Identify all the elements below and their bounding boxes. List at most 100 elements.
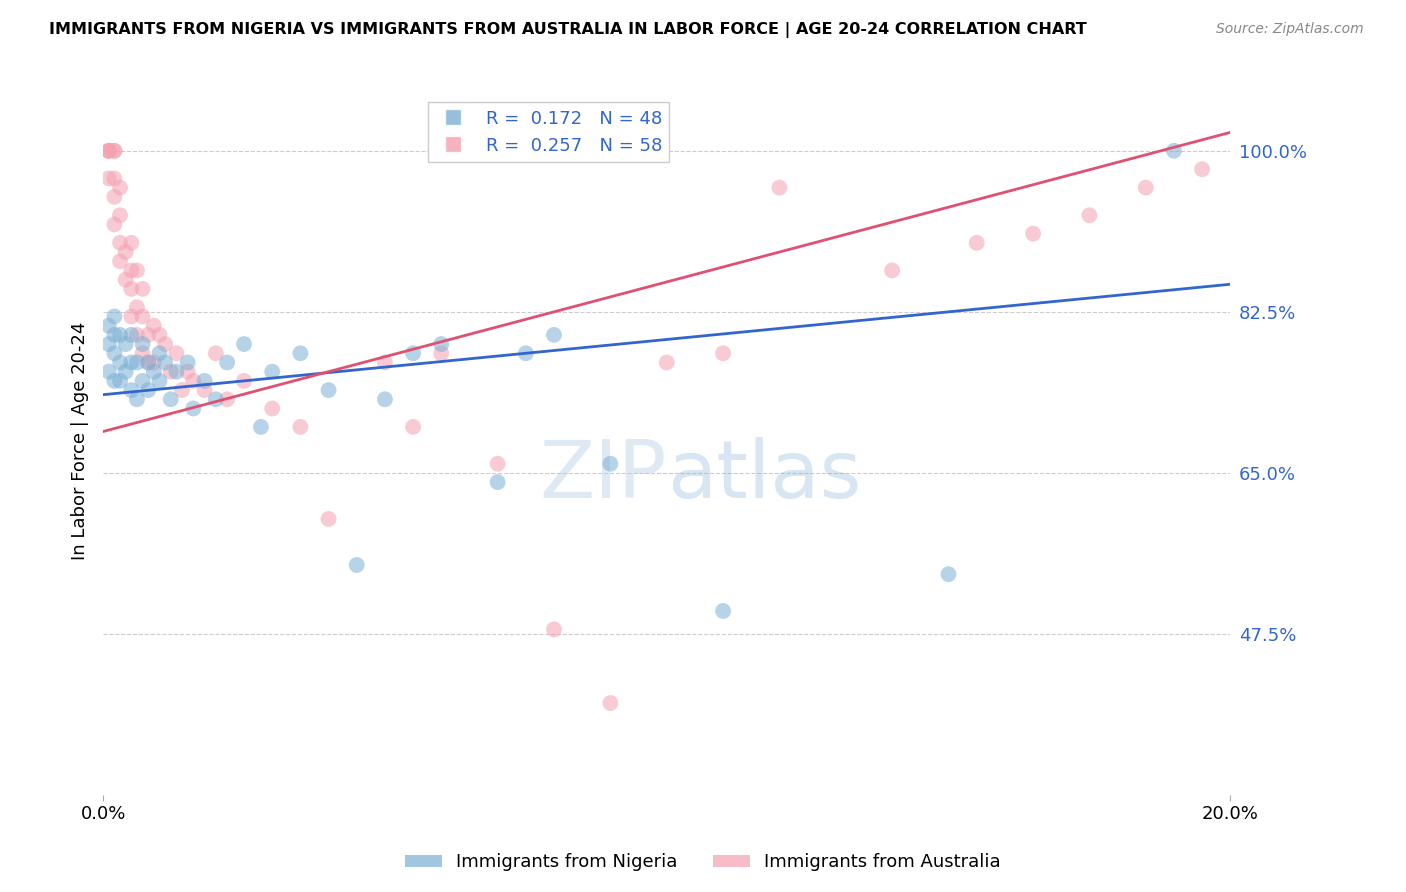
Point [655, 355, 678, 369]
Point [153, 337, 176, 351]
Point [165, 365, 187, 379]
Text: ZIP: ZIP [540, 437, 666, 516]
Text: IMMIGRANTS FROM NIGERIA VS IMMIGRANTS FROM AUSTRALIA IN LABOR FORCE | AGE 20-24 : IMMIGRANTS FROM NIGERIA VS IMMIGRANTS FR… [49, 22, 1087, 38]
Point [194, 383, 217, 397]
Text: atlas: atlas [666, 437, 860, 516]
Point [262, 401, 284, 416]
Point [205, 392, 228, 407]
Point [125, 263, 148, 277]
Point [97, 171, 120, 186]
Point [120, 282, 142, 296]
Point [599, 457, 621, 471]
Point [103, 374, 125, 388]
Point [131, 282, 153, 296]
Point [136, 383, 159, 397]
Point [120, 263, 142, 277]
Point [290, 346, 312, 360]
Point [148, 374, 170, 388]
Point [120, 383, 142, 397]
Point [262, 365, 284, 379]
Point [250, 420, 273, 434]
Point [170, 383, 193, 397]
Point [114, 337, 136, 351]
Point [217, 355, 239, 369]
Point [142, 355, 165, 369]
Point [159, 392, 181, 407]
Point [318, 512, 340, 526]
Point [543, 327, 565, 342]
Point [120, 355, 142, 369]
Point [97, 144, 120, 158]
Point [120, 235, 142, 250]
Point [103, 144, 125, 158]
Point [108, 254, 131, 268]
Point [1022, 227, 1045, 241]
Point [108, 235, 131, 250]
Point [120, 310, 142, 324]
Point [176, 365, 198, 379]
Point [194, 374, 217, 388]
Point [108, 180, 131, 194]
Point [486, 457, 509, 471]
Point [108, 327, 131, 342]
Point [882, 263, 904, 277]
Y-axis label: In Labor Force | Age 20-24: In Labor Force | Age 20-24 [72, 321, 89, 560]
Point [430, 346, 453, 360]
Point [125, 355, 148, 369]
Point [136, 355, 159, 369]
Point [159, 365, 181, 379]
Point [599, 696, 621, 710]
Point [97, 318, 120, 333]
Point [136, 355, 159, 369]
Point [142, 318, 165, 333]
Point [205, 346, 228, 360]
Point [486, 475, 509, 490]
Point [142, 365, 165, 379]
Point [131, 374, 153, 388]
Point [131, 310, 153, 324]
Point [148, 327, 170, 342]
Point [136, 327, 159, 342]
Point [153, 355, 176, 369]
Point [374, 392, 396, 407]
Point [125, 392, 148, 407]
Point [97, 144, 120, 158]
Point [120, 327, 142, 342]
Point [1163, 144, 1185, 158]
Point [103, 171, 125, 186]
Point [114, 273, 136, 287]
Point [374, 355, 396, 369]
Point [768, 180, 790, 194]
Point [125, 327, 148, 342]
Point [290, 420, 312, 434]
Point [114, 245, 136, 260]
Point [346, 558, 368, 572]
Text: Source: ZipAtlas.com: Source: ZipAtlas.com [1216, 22, 1364, 37]
Point [1078, 208, 1101, 222]
Point [318, 383, 340, 397]
Point [97, 337, 120, 351]
Point [181, 374, 204, 388]
Point [103, 310, 125, 324]
Point [103, 346, 125, 360]
Point [148, 346, 170, 360]
Point [103, 144, 125, 158]
Point [966, 235, 988, 250]
Point [165, 346, 187, 360]
Point [97, 365, 120, 379]
Point [103, 327, 125, 342]
Point [181, 401, 204, 416]
Point [515, 346, 537, 360]
Legend: R =  0.172   N = 48, R =  0.257   N = 58: R = 0.172 N = 48, R = 0.257 N = 58 [427, 103, 669, 162]
Point [97, 144, 120, 158]
Point [711, 604, 734, 618]
Point [233, 337, 256, 351]
Point [1191, 162, 1213, 177]
Point [108, 355, 131, 369]
Point [108, 374, 131, 388]
Point [543, 623, 565, 637]
Point [103, 218, 125, 232]
Point [131, 346, 153, 360]
Point [131, 337, 153, 351]
Point [233, 374, 256, 388]
